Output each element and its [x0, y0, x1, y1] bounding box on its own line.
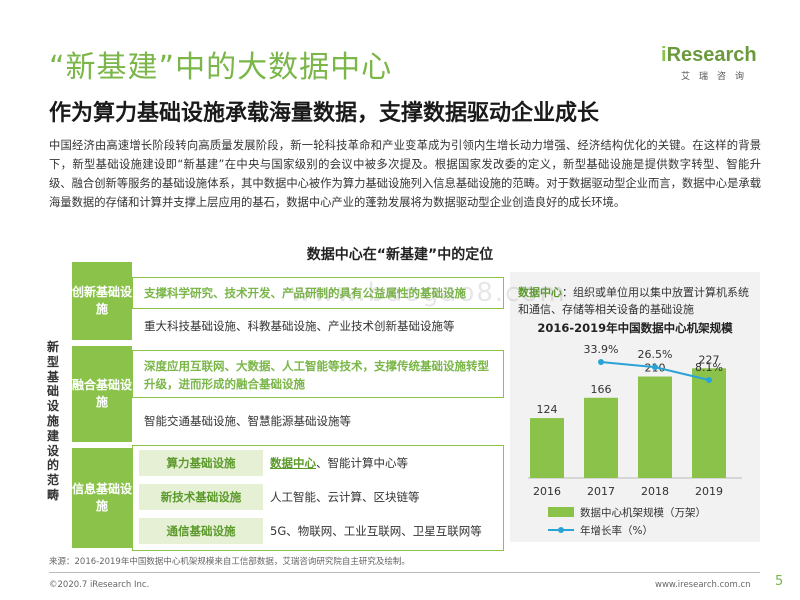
chart-title: 2016-2019年中国数据中心机架规模 — [537, 321, 733, 335]
growth-label-2018: 26.5% — [638, 348, 673, 361]
category-fusion: 融合基础设施 — [72, 346, 132, 442]
bar-value-2017: 166 — [591, 383, 612, 396]
diagram-title: 数据中心在“新基建”中的定位 — [306, 247, 494, 263]
definition-text: ：组织或单位用以集中放置计算机系统和通信、存储等相关设备的基础设施 — [518, 286, 749, 316]
category-information: 信息基础设施 — [72, 448, 132, 548]
growth-point-2017 — [598, 359, 604, 365]
definition: 数据中心：组织或单位用以集中放置计算机系统和通信、存储等相关设备的基础设施 — [518, 284, 754, 318]
fusion-highlight-box: 深度应用互联网、大数据、人工智能等技术，支撑传统基础设施转型升级，进而形成的融合… — [132, 350, 504, 398]
footer-divider — [49, 572, 760, 573]
growth-label-2017: 33.9% — [584, 343, 619, 356]
bar-2019 — [692, 368, 726, 478]
growth-point-2018 — [652, 364, 658, 371]
bar-2017 — [584, 397, 618, 478]
bar-2016 — [530, 418, 564, 478]
logo-i: i — [661, 44, 667, 66]
website: www.iresearch.com.cn — [655, 580, 751, 590]
sub-text-computing: 数据中心 、智能计算中心等 — [270, 450, 408, 476]
page-subtitle: 作为算力基础设施承载海量数据，支撑数据驱动企业成长 — [49, 101, 600, 126]
watermark: www.baogao8.com — [290, 278, 567, 308]
innovation-detail: 重大科技基础设施、科教基础设施、产业技术创新基础设施等 — [144, 319, 455, 333]
tick-2019: 2019 — [695, 485, 723, 498]
data-center-highlight: 数据中心 — [270, 456, 316, 470]
fusion-highlight: 深度应用互联网、大数据、人工智能等技术，支撑传统基础设施转型升级，进而形成的融合… — [144, 359, 489, 391]
legend-bar-swatch — [548, 507, 574, 517]
logo-brand: Research — [666, 44, 757, 66]
intro-paragraph: 中国经济由高速增长阶段转向高质量发展阶段，新一轮科技革命和产业变革成为引领内生增… — [49, 139, 761, 209]
tick-2016: 2016 — [533, 485, 561, 498]
legend-line-marker — [558, 527, 564, 533]
growth-label-2019: 8.1% — [695, 361, 723, 374]
innovation-highlight: 支撑科学研究、技术开发、产品研制的具有公益属性的基础设施 — [144, 286, 466, 300]
side-label: 新型基础设施建设的范畴 — [46, 340, 59, 502]
sub-label-newtech: 新技术基础设施 — [139, 484, 263, 510]
innovation-highlight-box: 支撑科学研究、技术开发、产品研制的具有公益属性的基础设施 — [132, 277, 504, 309]
bar-2018 — [638, 376, 672, 478]
legend-line-label: 年增长率（%） — [580, 524, 653, 537]
rack-chart: 124201616620172102018227201933.9%26.5%8.… — [528, 343, 742, 537]
sub-label-comm: 通信基础设施 — [139, 518, 263, 544]
fusion-detail: 智能交通基础设施、智慧能源基础设施等 — [144, 414, 351, 428]
legend-bar-label: 数据中心机架规模（万架） — [580, 506, 706, 519]
category-innovation: 创新基础设施 — [72, 262, 132, 340]
logo-cn: 艾瑞咨询 — [681, 72, 754, 82]
source-note: 来源：2016-2019年中国数据中心机架规模来自工信部数据，艾瑞咨询研究院自主… — [49, 557, 410, 567]
tick-2018: 2018 — [641, 485, 669, 498]
sub-label-computing: 算力基础设施 — [139, 450, 263, 476]
bar-value-2016: 124 — [537, 403, 558, 416]
growth-point-2019 — [706, 377, 712, 383]
tick-2017: 2017 — [587, 485, 615, 498]
bar-value-2019: 227 — [699, 353, 720, 366]
copyright: ©2020.7 iResearch Inc. — [49, 580, 150, 590]
definition-key: 数据中心 — [518, 286, 562, 299]
sub-text-comm: 5G、物联网、工业互联网、卫星互联网等 — [270, 524, 482, 538]
page-title: “新基建”中的大数据中心 — [49, 50, 393, 85]
sub-text-computing-rest: 、智能计算中心等 — [316, 456, 408, 470]
sub-text-newtech: 人工智能、云计算、区块链等 — [270, 490, 420, 504]
page-number: 5 — [775, 574, 784, 589]
iresearch-logo: iResearch 艾瑞咨询 — [661, 44, 757, 82]
